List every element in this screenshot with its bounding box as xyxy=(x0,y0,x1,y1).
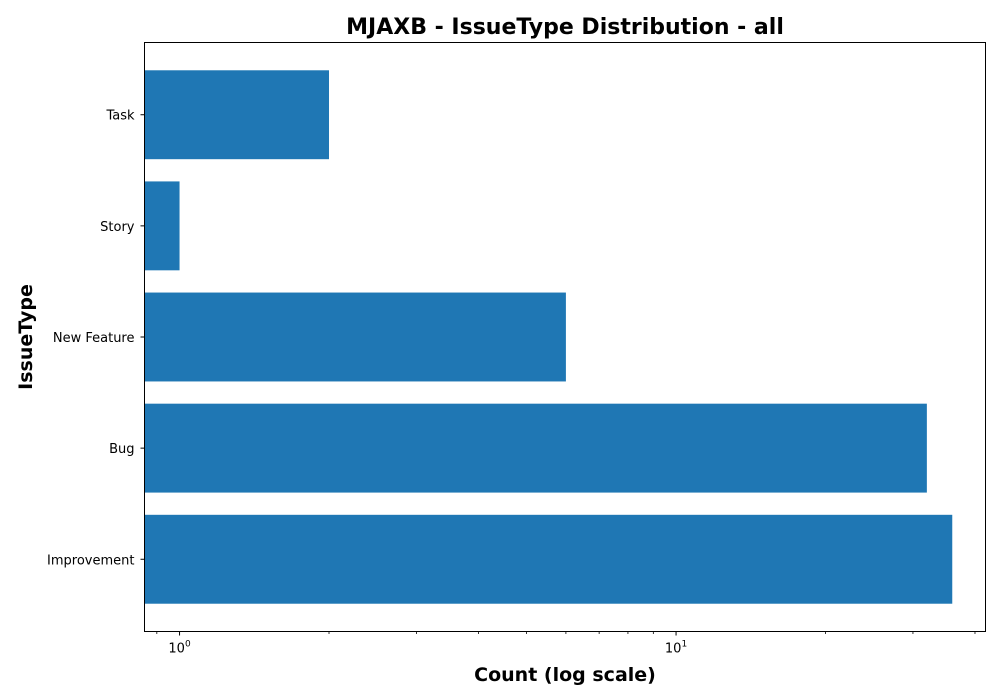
y-ticks-group: Improvement Bug New Feature Story Task xyxy=(47,109,145,568)
x-axis-label: Count (log scale) xyxy=(474,664,656,686)
y-tick-label-bug: Bug xyxy=(109,442,134,457)
y-tick-label-story: Story xyxy=(100,220,135,235)
plot-frame xyxy=(144,42,986,632)
x-tick-label-1: 100 xyxy=(168,640,191,657)
bar-task xyxy=(144,70,330,160)
chart-title: MJAXB - IssueType Distribution - all xyxy=(346,15,784,40)
x-tick-label-10: 101 xyxy=(665,640,687,657)
y-tick-label-improvement: Improvement xyxy=(47,553,134,568)
y-axis-label: IssueType xyxy=(15,284,37,390)
bar-new-feature xyxy=(144,292,566,382)
bar-improvement xyxy=(144,514,953,604)
x-ticks-group: 100 101 xyxy=(156,631,976,657)
bars-group xyxy=(144,70,953,604)
y-tick-label-task: Task xyxy=(105,109,135,124)
y-tick-label-new-feature: New Feature xyxy=(53,331,135,346)
bar-bug xyxy=(144,403,927,493)
bar-story xyxy=(144,181,180,271)
